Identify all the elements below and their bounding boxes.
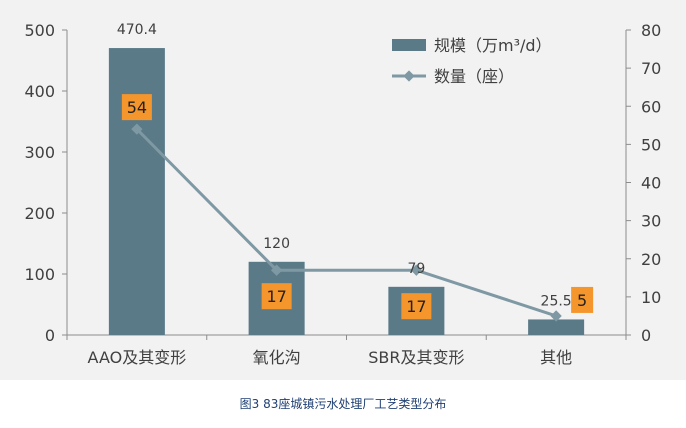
bar xyxy=(528,319,585,335)
bar-value-label: 79 xyxy=(407,261,425,277)
y-right-tick-label: 0 xyxy=(641,326,651,345)
figure-caption: 图3 83座城镇污水处理厂工艺类型分布 xyxy=(240,396,447,411)
legend: 规模（万m³/d） 数量（座） xyxy=(392,36,552,86)
y-right-tick-label: 80 xyxy=(641,21,661,40)
line-value-box xyxy=(401,293,432,320)
y-left-tick-label: 500 xyxy=(24,21,55,40)
y-right-tick-label: 60 xyxy=(641,97,661,116)
y-right-tick-label: 40 xyxy=(641,174,661,193)
y-left-tick-label: 400 xyxy=(24,82,55,101)
line-value-box xyxy=(121,94,152,121)
y-right-tick-label: 20 xyxy=(641,250,661,269)
y-left-tick-label: 0 xyxy=(45,326,55,345)
y-right-tick-label: 10 xyxy=(641,288,661,307)
y-right-tick-label: 70 xyxy=(641,59,661,78)
line-point-marker xyxy=(410,264,423,276)
line-series-path xyxy=(135,128,557,318)
line-value-label: 5 xyxy=(577,291,587,310)
y-right-tick-label: 30 xyxy=(641,212,661,231)
y-left-tick-label: 100 xyxy=(24,265,55,284)
bar-value-label: 470.4 xyxy=(117,22,157,38)
line-point-marker xyxy=(270,264,283,276)
y-right-tick-label: 50 xyxy=(641,135,661,154)
line-value-label: 17 xyxy=(266,287,286,306)
data-labels-group: 470.4 120 79 25.5 54 17 17 5 xyxy=(117,22,594,320)
bar xyxy=(108,48,165,335)
line-value-label: 17 xyxy=(406,297,426,316)
legend-bar-label: 规模（万m³/d） xyxy=(434,36,552,55)
bar-value-label: 120 xyxy=(263,236,290,252)
line-series-group xyxy=(131,123,562,322)
y-left-tick-label: 200 xyxy=(24,204,55,223)
legend-line-label: 数量（座） xyxy=(434,67,514,86)
line-value-label: 54 xyxy=(127,98,147,117)
legend-bar-swatch xyxy=(392,39,426,51)
x-category-label: SBR及其变形 xyxy=(368,348,464,367)
line-point-marker xyxy=(550,310,562,322)
x-category-label: 其他 xyxy=(540,348,572,367)
x-category-label: 氧化沟 xyxy=(253,348,301,367)
bar-value-label: 25.5 xyxy=(541,293,572,309)
line-value-box xyxy=(261,283,292,310)
y-left-tick-label: 300 xyxy=(24,143,55,162)
line-value-box xyxy=(571,286,594,313)
x-category-label: AAO及其变形 xyxy=(88,348,187,367)
